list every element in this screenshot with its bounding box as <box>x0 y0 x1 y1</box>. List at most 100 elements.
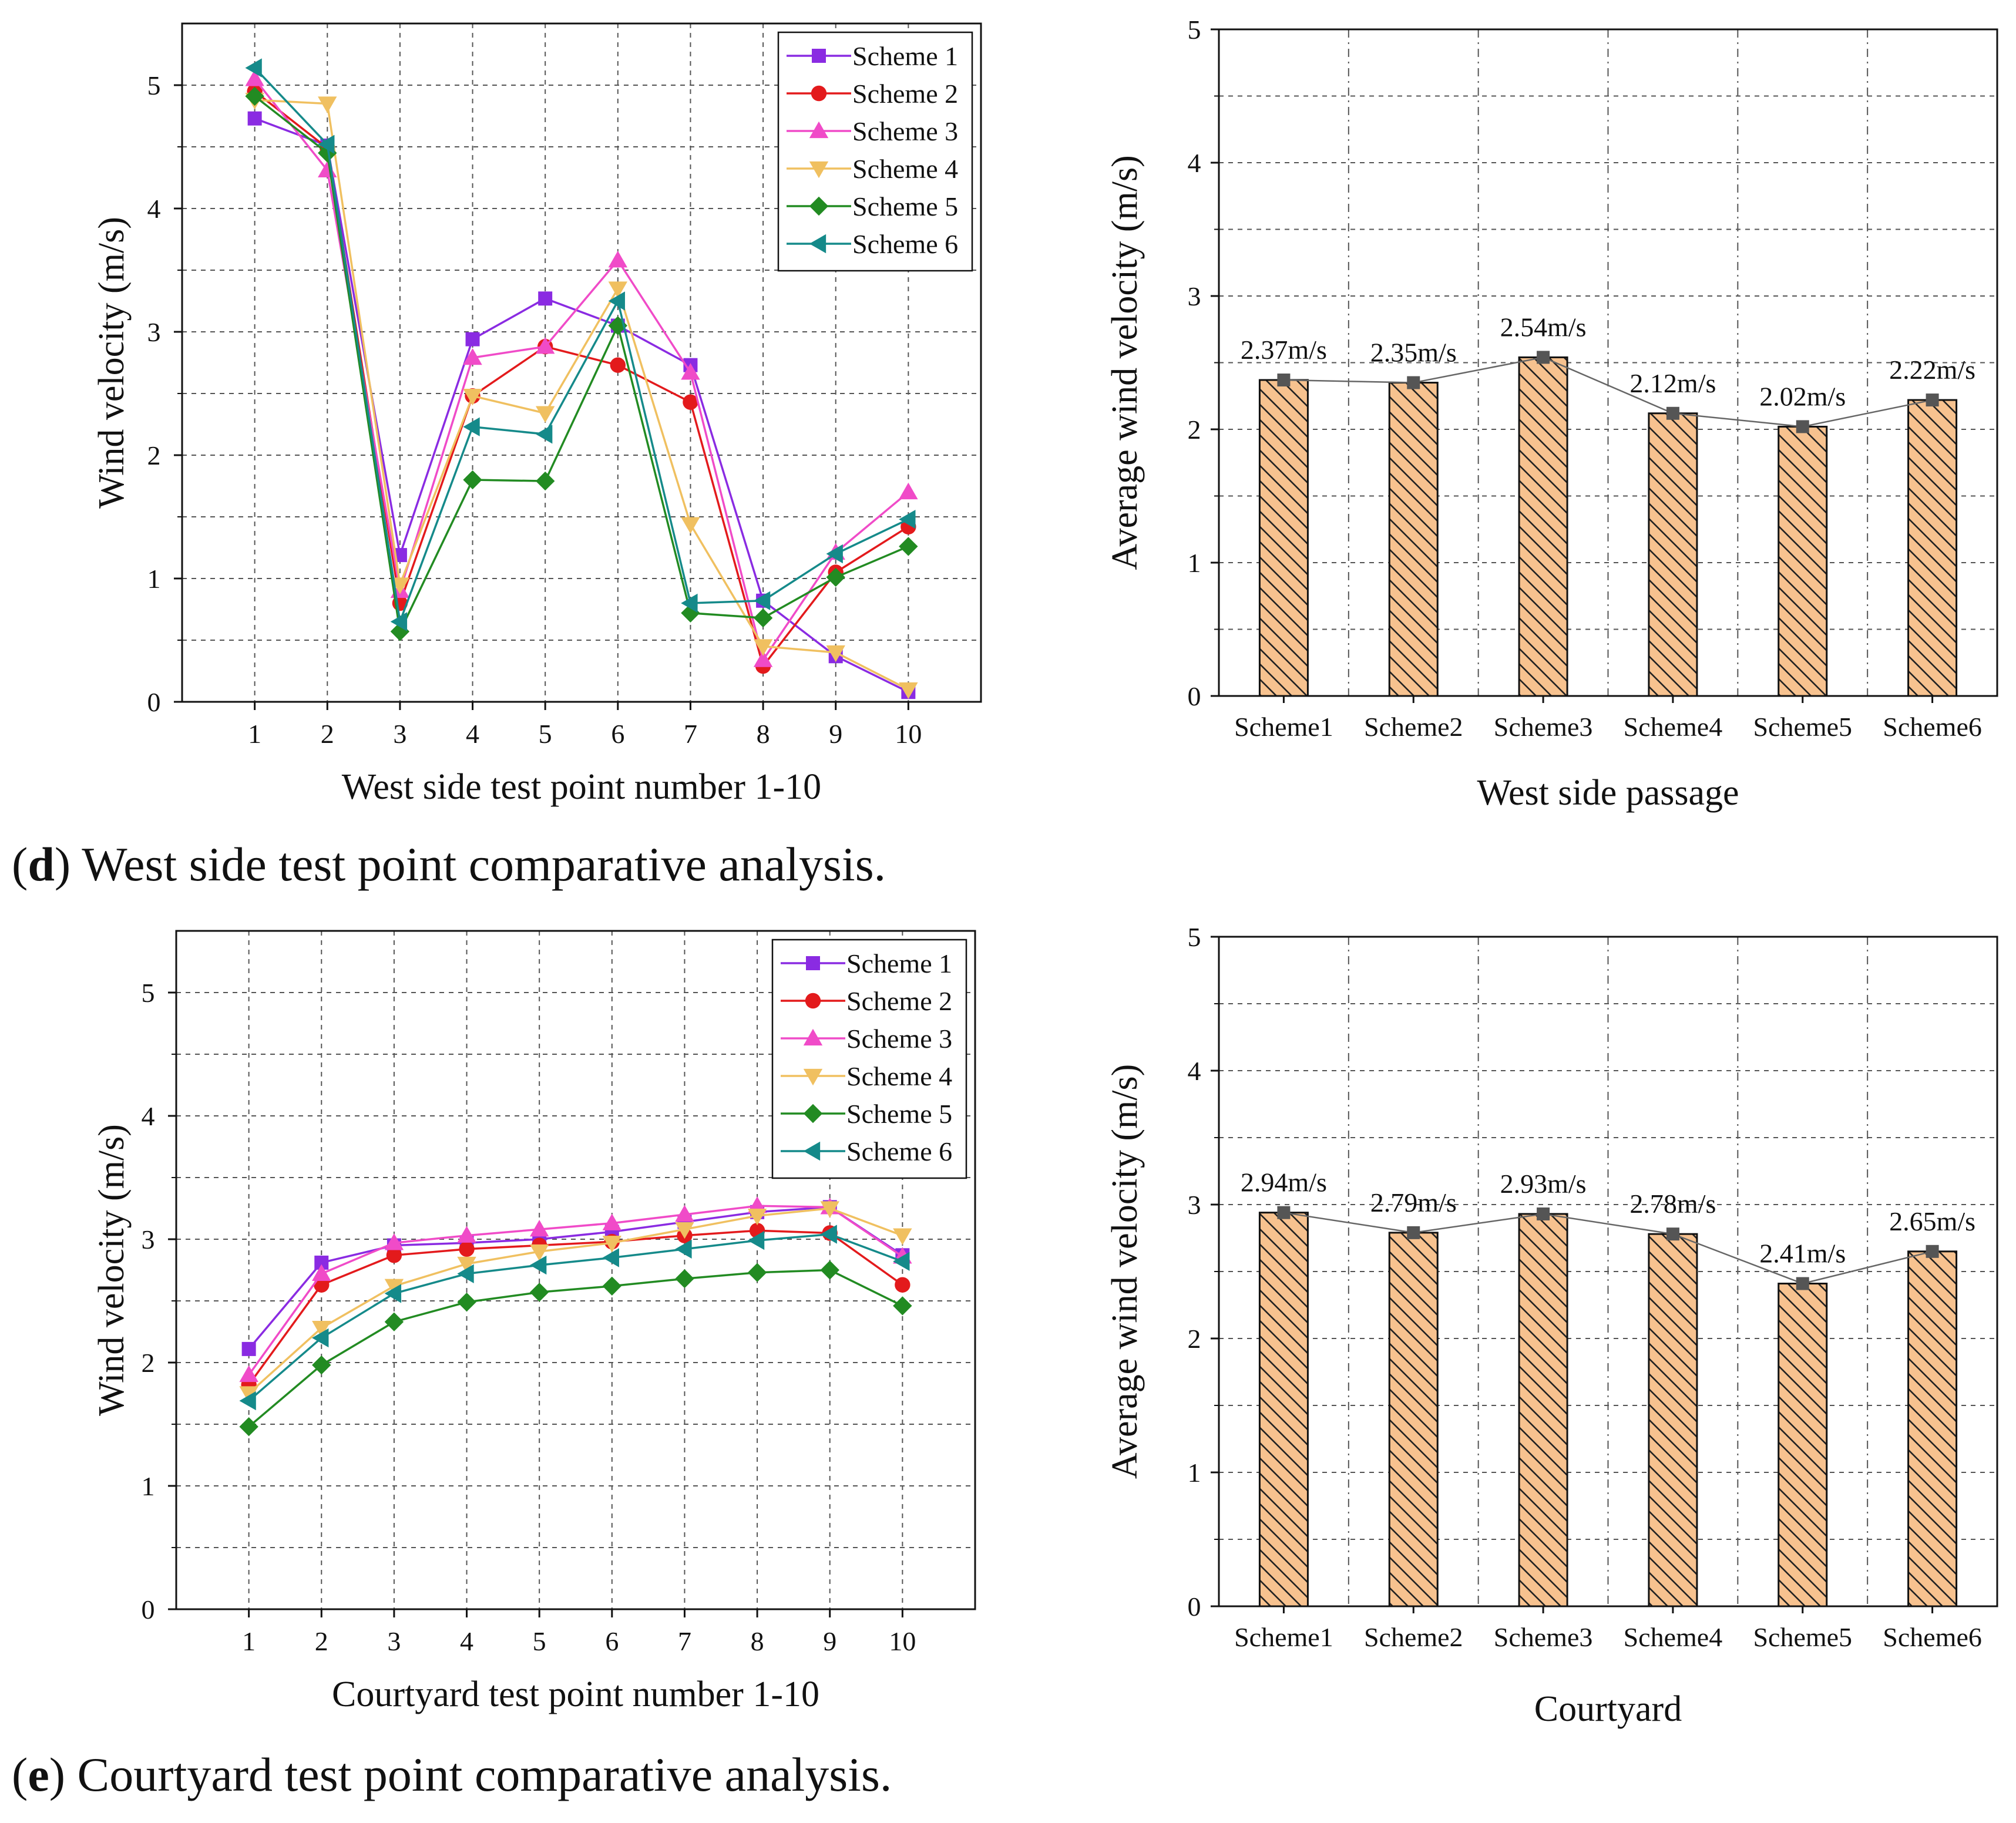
data-point <box>899 482 918 500</box>
data-point <box>384 1284 402 1303</box>
data-point <box>245 86 264 106</box>
mean-point <box>1796 420 1809 433</box>
caption-e-text: Courtyard test point comparative analysi… <box>65 1748 892 1801</box>
data-point <box>608 251 628 268</box>
legend-marker <box>812 49 826 63</box>
data-point <box>681 363 700 380</box>
data-label: 2.78m/s <box>1629 1189 1716 1219</box>
y-tick-label: 3 <box>1188 281 1201 311</box>
y-tick-label: 1 <box>142 1471 155 1501</box>
data-point <box>675 1222 694 1239</box>
data-label: 2.94m/s <box>1241 1168 1327 1198</box>
data-label: 2.35m/s <box>1370 338 1457 368</box>
y-tick-label: 0 <box>142 1595 155 1624</box>
series-line-1 <box>248 1206 903 1350</box>
data-point <box>899 682 918 699</box>
data-point <box>681 517 700 534</box>
x-tick-label: Scheme6 <box>1883 1622 1982 1652</box>
bar-scheme3 <box>1518 356 1568 697</box>
x-tick-label: Scheme5 <box>1753 1622 1852 1652</box>
legend-marker <box>811 85 827 102</box>
data-point <box>529 1244 549 1262</box>
legend-marker <box>809 234 826 254</box>
x-tick-label: 7 <box>684 719 697 749</box>
x-tick-label: 5 <box>539 719 552 749</box>
y-tick-label: 3 <box>147 317 161 347</box>
legend-marker <box>803 1104 823 1124</box>
bar-scheme1 <box>1258 379 1309 697</box>
x-tick-label: 4 <box>460 1626 473 1656</box>
mean-trend-line <box>1283 1212 1933 1284</box>
data-point <box>602 1276 622 1296</box>
data-point <box>390 622 410 641</box>
data-point <box>820 1260 839 1280</box>
data-point <box>529 1255 547 1275</box>
x-tick-label: 6 <box>605 1626 619 1656</box>
data-point <box>239 1391 256 1411</box>
data-point <box>675 1239 692 1259</box>
x-axis-label: Courtyard <box>1534 1689 1682 1729</box>
data-point <box>893 1296 912 1316</box>
x-tick-label: 7 <box>678 1626 691 1656</box>
data-point <box>675 1205 694 1222</box>
bar-chart-west_bar: 0 1 2 3 4 5 Scheme1 Scheme2 Scheme3 Scheme4 Scheme… <box>1105 15 1998 813</box>
x-tick-label: 6 <box>611 719 624 749</box>
legend-label: Scheme 3 <box>846 1024 952 1054</box>
x-tick-label: 4 <box>466 719 479 749</box>
legend-label: Scheme 1 <box>852 41 958 71</box>
data-point <box>312 1328 329 1348</box>
x-tick-label: Scheme1 <box>1234 1622 1333 1652</box>
y-tick-label: 2 <box>1188 1324 1201 1354</box>
x-tick-label: Scheme4 <box>1624 1622 1723 1652</box>
series-line-5 <box>248 1269 903 1428</box>
series-line-6 <box>248 1233 903 1402</box>
x-tick-label: 1 <box>248 719 261 749</box>
y-axis-label: Wind velocity (m/s) <box>92 217 132 509</box>
mean-point <box>1277 1206 1291 1219</box>
bar-scheme6 <box>1907 399 1958 697</box>
x-tick-label: Scheme3 <box>1494 712 1593 742</box>
x-tick-label: 10 <box>889 1626 916 1656</box>
x-tick-label: 3 <box>387 1626 401 1656</box>
legend-box <box>777 31 973 272</box>
data-label: 2.02m/s <box>1759 381 1846 411</box>
series-line-5 <box>254 95 909 635</box>
data-point <box>753 639 773 656</box>
data-point <box>826 645 845 662</box>
x-tick-label: 8 <box>751 1626 764 1656</box>
bar-scheme4 <box>1648 1233 1698 1607</box>
data-point <box>535 337 555 354</box>
data-point <box>608 281 628 298</box>
data-point <box>312 1264 331 1281</box>
data-point <box>314 1277 330 1293</box>
data-point <box>753 608 773 628</box>
data-point <box>899 537 918 556</box>
legend-marker <box>809 196 829 216</box>
data-label: 2.65m/s <box>1889 1206 1975 1236</box>
plot-frame <box>175 930 976 1610</box>
bar-scheme6 <box>1907 1250 1958 1607</box>
legend-label: Scheme 5 <box>846 1099 952 1129</box>
y-tick-label: 1 <box>1188 548 1201 578</box>
bar-scheme1 <box>1258 1212 1309 1607</box>
data-point <box>747 1208 767 1226</box>
y-tick-label: 4 <box>1188 1056 1201 1086</box>
x-tick-label: Scheme6 <box>1883 712 1982 742</box>
legend-label: Scheme 4 <box>852 154 958 184</box>
series-line-2 <box>248 1229 903 1385</box>
data-point <box>245 58 262 78</box>
data-point <box>535 471 555 491</box>
caption-d-text: West side test point comparative analysi… <box>70 837 886 891</box>
data-label: 2.41m/s <box>1759 1239 1846 1269</box>
data-label: 2.54m/s <box>1500 312 1587 342</box>
legend-marker <box>803 1068 823 1086</box>
data-point <box>675 1269 694 1289</box>
data-point <box>820 1225 837 1244</box>
data-point <box>465 332 480 347</box>
data-point <box>602 1213 622 1230</box>
y-tick-label: 3 <box>1188 1190 1201 1220</box>
data-point <box>895 1277 910 1293</box>
bar-scheme5 <box>1778 1283 1828 1607</box>
legend-label: Scheme 6 <box>852 229 958 259</box>
x-axis-label: Courtyard test point number 1-10 <box>332 1674 819 1714</box>
